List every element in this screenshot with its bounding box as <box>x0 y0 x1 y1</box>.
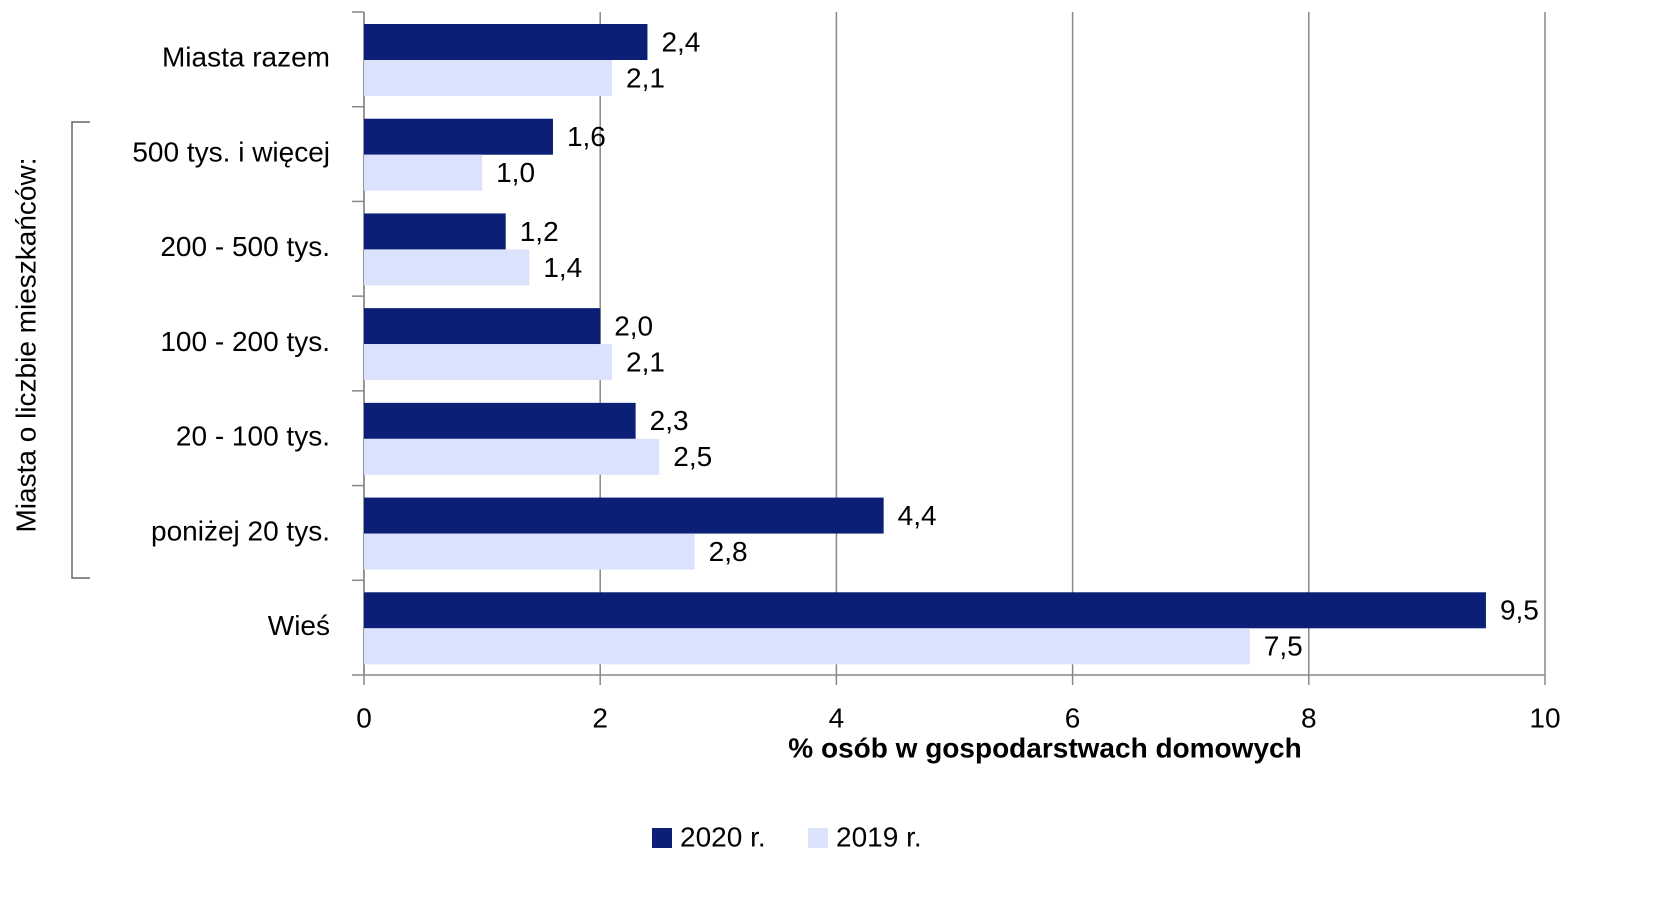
bar <box>364 213 506 250</box>
legend-swatch <box>808 828 828 848</box>
group-label: Miasta o liczbie mieszkańców: <box>10 157 41 532</box>
x-tick-label: 10 <box>1529 702 1560 733</box>
data-label: 1,2 <box>520 216 559 247</box>
y-tick-label: Wieś <box>268 610 330 641</box>
x-tick-label: 8 <box>1301 702 1317 733</box>
bar <box>364 628 1250 665</box>
bar <box>364 497 884 534</box>
data-label: 4,4 <box>898 500 937 531</box>
data-label: 9,5 <box>1500 595 1539 626</box>
y-tick-label: 500 tys. i więcej <box>132 136 330 167</box>
legend-swatch <box>652 828 672 848</box>
legend-label: 2020 r. <box>680 821 766 852</box>
x-tick-label: 4 <box>829 702 845 733</box>
bar <box>364 533 695 570</box>
bar <box>364 249 530 286</box>
x-tick-label: 2 <box>592 702 608 733</box>
data-label: 1,4 <box>543 252 582 283</box>
bar <box>364 402 636 439</box>
data-label: 2,1 <box>626 62 665 93</box>
bar <box>364 154 483 191</box>
legend-label: 2019 r. <box>836 821 922 852</box>
x-axis-title: % osób w gospodarstwach domowych <box>788 732 1301 763</box>
data-label: 7,5 <box>1264 631 1303 662</box>
group-bracket <box>71 121 90 579</box>
data-label: 2,3 <box>650 405 689 436</box>
bar <box>364 344 613 381</box>
bar <box>364 438 660 475</box>
data-label: 1,0 <box>496 157 535 188</box>
y-tick-label: 200 - 500 tys. <box>160 231 330 262</box>
data-label: 1,6 <box>567 121 606 152</box>
data-label: 2,8 <box>709 536 748 567</box>
bar <box>364 24 648 60</box>
y-tick-label: 20 - 100 tys. <box>176 421 330 452</box>
data-label: 2,5 <box>673 441 712 472</box>
bar <box>364 118 553 155</box>
data-label: 2,0 <box>614 311 653 342</box>
y-tick-label: poniżej 20 tys. <box>151 515 330 546</box>
bar <box>364 60 613 96</box>
data-label: 2,1 <box>626 347 665 378</box>
y-tick-label: Miasta razem <box>162 42 330 73</box>
x-tick-label: 0 <box>356 702 372 733</box>
x-tick-label: 6 <box>1065 702 1081 733</box>
data-label: 2,4 <box>661 26 700 57</box>
bar <box>364 308 601 345</box>
bar <box>364 592 1486 629</box>
y-tick-label: 100 - 200 tys. <box>160 326 330 357</box>
